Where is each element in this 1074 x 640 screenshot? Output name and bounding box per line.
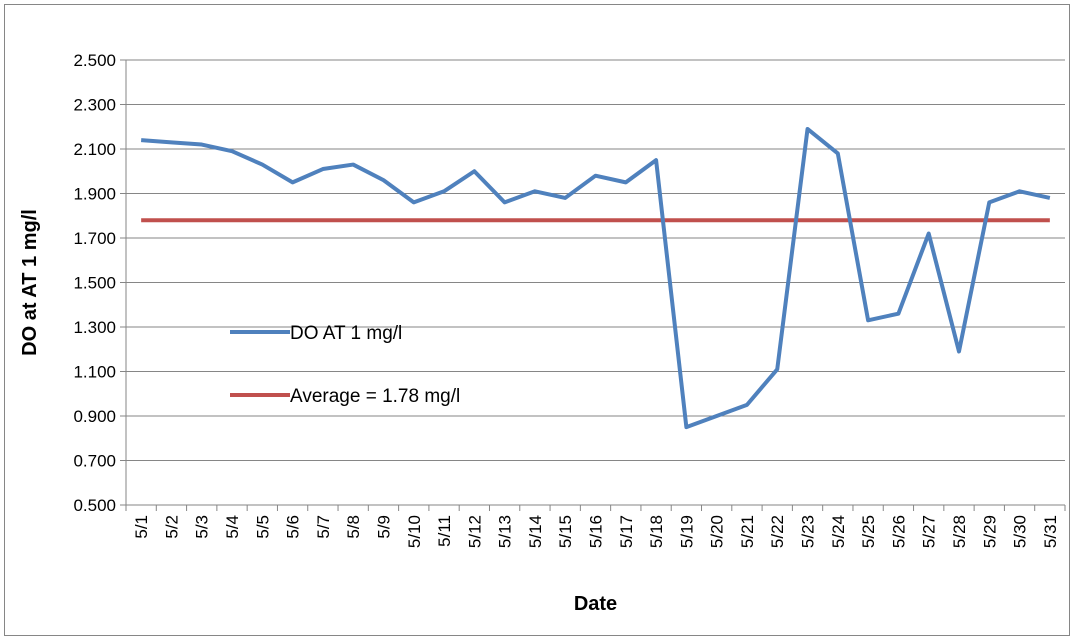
y-tick-label: 0.700: [73, 452, 116, 471]
series-line: [141, 126, 1051, 430]
legend: DO AT 1 mg/l Average = 1.78 mg/l: [230, 323, 460, 407]
x-tick-label: 5/27: [920, 515, 939, 548]
y-tick-label: 1.500: [73, 274, 116, 293]
x-tick-label: 5/9: [374, 515, 393, 539]
x-tick-label: 5/26: [889, 515, 908, 548]
x-tick-label: 5/14: [526, 515, 545, 548]
x-tick-label: 5/23: [799, 515, 818, 548]
x-tick-label: 5/17: [617, 515, 636, 548]
y-tick-label: 0.500: [73, 496, 116, 515]
x-tick-labels: 5/1 5/2 5/3 5/4 5/5 5/6 5/7 5/8 5/9 5/10 5/11 5/12 5…: [125, 505, 1066, 548]
x-tick-label: 5/12: [465, 515, 484, 548]
y-tick-label: 1.700: [73, 229, 116, 248]
x-tick-label: 5/31: [1041, 515, 1060, 548]
x-tick-label: 5/6: [284, 515, 303, 539]
x-tick-label: 5/25: [859, 515, 878, 548]
x-tick-label: 5/21: [738, 515, 757, 548]
y-tick-label: 0.900: [73, 407, 116, 426]
y-tick-label: 1.900: [73, 185, 116, 204]
x-tick-label: 5/28: [950, 515, 969, 548]
x-tick-label: 5/19: [677, 515, 696, 548]
legend-label: DO AT 1 mg/l: [290, 323, 402, 344]
legend-label: Average = 1.78 mg/l: [290, 386, 460, 407]
x-tick-label: 5/15: [556, 515, 575, 548]
x-tick-label: 5/22: [768, 515, 787, 548]
x-tick-label: 5/8: [344, 515, 363, 539]
x-tick-label: 5/24: [829, 515, 848, 548]
x-tick-label: 5/20: [708, 515, 727, 548]
x-tick-label: 5/29: [980, 515, 999, 548]
x-tick-label: 5/4: [223, 515, 242, 539]
chart-area: [4, 4, 1070, 636]
x-tick-label: 5/3: [193, 515, 212, 539]
x-tick-label: 5/5: [253, 515, 272, 539]
x-tick-label: 5/1: [132, 515, 151, 539]
x-tick-label: 5/30: [1011, 515, 1030, 548]
y-tick-label: 2.500: [73, 51, 116, 70]
x-tick-label: 5/2: [162, 515, 181, 539]
x-tick-label: 5/7: [314, 515, 333, 539]
y-tick-label: 1.100: [73, 363, 116, 382]
x-tick-label: 5/10: [405, 515, 424, 548]
x-tick-label: 5/18: [647, 515, 666, 548]
x-tick-label: 5/13: [496, 515, 515, 548]
gridlines: [126, 59, 1065, 461]
y-tick-label: 1.300: [73, 318, 116, 337]
y-axis-title: DO at AT 1 mg/l: [19, 209, 41, 356]
x-axis-title: Date: [574, 593, 617, 615]
series-layer: [141, 126, 1051, 430]
y-tick-labels: 0.500 0.700 0.900 1.100 1.300 1.500 1.700 1.900…: [73, 51, 126, 515]
x-tick-label: 5/11: [435, 515, 454, 547]
y-tick-label: 2.100: [73, 140, 116, 159]
x-tick-label: 5/16: [587, 515, 606, 548]
y-tick-label: 2.300: [73, 96, 116, 115]
